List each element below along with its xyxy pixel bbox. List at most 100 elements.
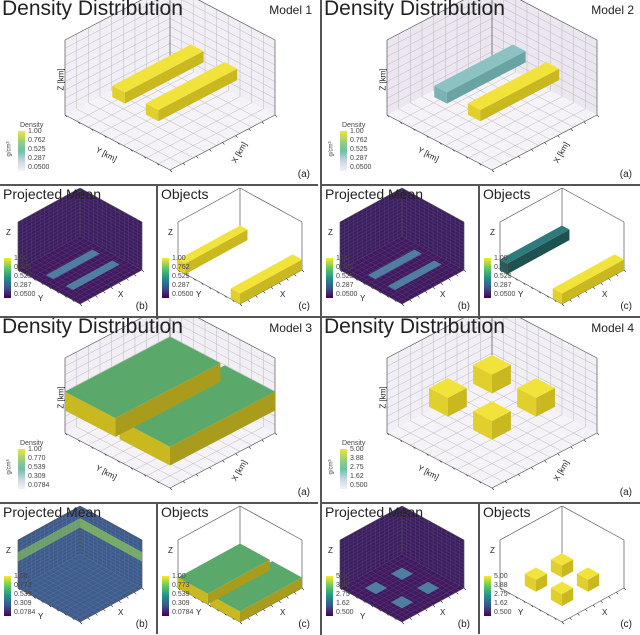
axis-tick [185, 274, 188, 277]
panel-label-c: (c) [298, 301, 310, 312]
grid-line [64, 0, 158, 49]
axis-tick [413, 128, 416, 131]
axis-tick [77, 439, 81, 443]
grid-line [366, 573, 429, 608]
axis-tick [507, 274, 510, 277]
axis-tick [301, 269, 305, 273]
axis-tick [193, 278, 196, 281]
axis-tick [270, 286, 274, 290]
colorbar-tick-label: 1.62 [494, 600, 508, 607]
objects-plot: Objects (c) 1.00 0.773 0.539 0.309 0.0784 Z Y X [158, 504, 318, 634]
colorbar-tick-label: 0.525 [14, 273, 32, 280]
x-axis-label: X [280, 290, 286, 299]
axis-tick [169, 169, 173, 173]
axis-tick [91, 128, 94, 131]
grid-line [491, 18, 598, 74]
colorbar-unit: g/cm³ [328, 141, 335, 157]
axis-tick [216, 609, 219, 612]
colorbar-tick-label: 1.00 [14, 255, 28, 262]
grid-line [339, 201, 403, 236]
axis-tick [426, 453, 429, 456]
grid-line [79, 211, 143, 247]
axis-edge [386, 318, 465, 359]
grid-line [344, 585, 407, 620]
colorbar-tick-label: 0.525 [28, 146, 46, 153]
grid-line [71, 582, 134, 618]
axis-tick [518, 474, 521, 477]
axis-edge [239, 187, 303, 223]
axis-tick [185, 592, 188, 595]
grid-line [393, 264, 456, 300]
axis-edge [64, 0, 143, 41]
axis-tick [222, 460, 225, 463]
colorbar-tick-label: 1.00 [172, 573, 186, 580]
axis-tick [235, 135, 238, 138]
x-axis-label: X [280, 608, 286, 617]
axis-tick [530, 286, 534, 290]
axis-tick [569, 617, 572, 620]
axis-tick [507, 592, 510, 595]
grid-line [386, 9, 493, 66]
colorbar-tick-label: 0.762 [172, 264, 190, 271]
objects-title: Objects [483, 186, 531, 202]
axis-edge [386, 0, 465, 41]
x-axis-label: X [118, 608, 124, 617]
axis-tick [570, 446, 573, 449]
axis-tick [126, 596, 129, 599]
axis-edge [339, 187, 403, 223]
axis-tick [143, 474, 146, 477]
axis-tick [103, 609, 106, 612]
grid-line [22, 585, 85, 620]
plot-title: Density Distribution [2, 0, 183, 20]
colorbar-tick-label: 0.539 [172, 591, 190, 598]
axis-tick [417, 295, 420, 298]
grid-line [339, 204, 403, 240]
grid-line [480, 108, 586, 165]
grid-line [64, 336, 171, 392]
grid-line [79, 509, 143, 544]
projection-patch [390, 567, 414, 580]
grid-line [64, 318, 158, 367]
grid-line [17, 509, 81, 544]
axis-tick [286, 278, 289, 281]
grid-line [456, 96, 563, 152]
object-low-density-bar [434, 44, 526, 104]
grid-line [17, 208, 81, 243]
grid-line [398, 426, 504, 483]
axis-edge [79, 505, 143, 541]
grid-line [362, 575, 425, 611]
grid-line [62, 578, 125, 613]
grid-line [64, 34, 171, 91]
x-axis-label: X [440, 290, 446, 299]
panel-label-a: (a) [619, 169, 632, 180]
model-3-panel: Density Distribution Model 3 (a) Density g/c… [0, 315, 318, 634]
grid-line [48, 570, 112, 606]
axis-tick [538, 609, 541, 612]
axis-tick [294, 592, 297, 595]
grid-line [53, 255, 116, 290]
grid-line [35, 578, 98, 613]
grid-line [339, 519, 403, 554]
grid-line [401, 211, 465, 247]
colorbar-tick-label: 0.525 [350, 146, 368, 153]
grid-line [388, 580, 451, 615]
axis-tick [64, 613, 67, 616]
back-wall-right [170, 0, 275, 115]
axis-tick [118, 282, 121, 285]
colorbar-tick-label: 0.762 [28, 137, 46, 144]
grid-line [456, 414, 563, 470]
axis-tick [17, 269, 21, 273]
z-axis-label: Z [km] [56, 386, 66, 409]
projection-patch [364, 581, 388, 595]
axis-tick [235, 453, 238, 456]
colorbar-tick-label: 3.88 [350, 455, 364, 462]
axis-tick [48, 604, 52, 608]
grid-line [370, 570, 434, 606]
grid-line [169, 9, 276, 66]
grid-line [401, 519, 465, 554]
grid-line [386, 319, 493, 375]
axis-tick [239, 303, 243, 307]
axis-tick [546, 295, 549, 298]
grid-line [64, 43, 171, 99]
axis-tick [378, 291, 381, 294]
